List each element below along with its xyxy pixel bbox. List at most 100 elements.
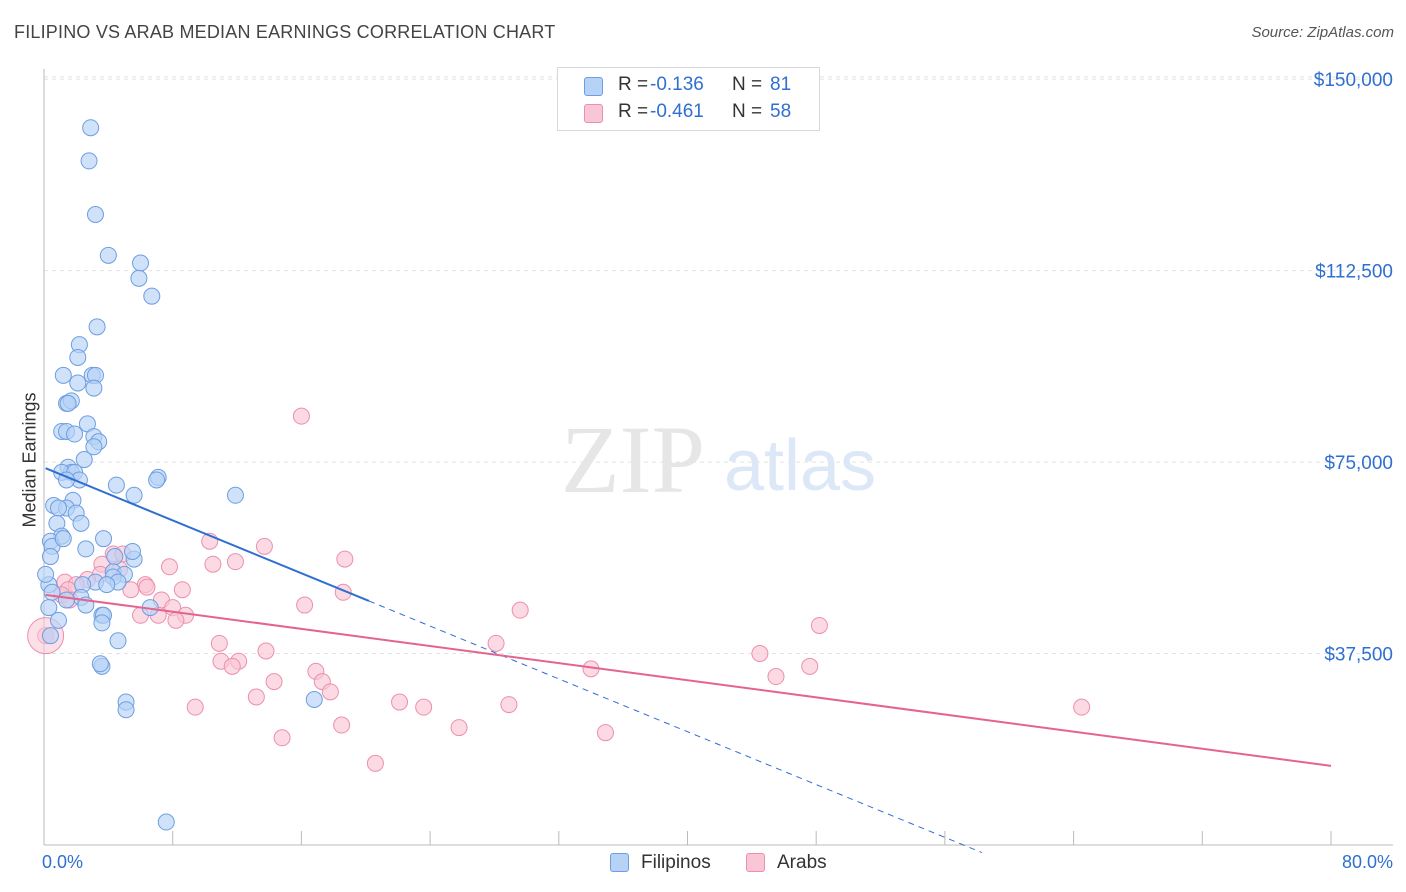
filipinos-point <box>85 379 103 397</box>
filipinos-points <box>37 119 323 831</box>
filipinos-point <box>132 254 150 272</box>
filipinos-point <box>69 374 87 392</box>
arabs-point <box>391 693 409 711</box>
legend-n-value-filipinos: 81 <box>770 74 792 95</box>
trend-lines <box>45 467 1332 854</box>
filipinos-point <box>226 486 244 504</box>
legend-n-label: N = <box>732 101 763 122</box>
filipinos-point <box>37 565 55 583</box>
filipinos-point <box>107 476 125 494</box>
arabs-point <box>487 634 505 652</box>
arabs-point <box>511 601 529 619</box>
bottom-legend-label-filipinos: Filipinos <box>641 852 711 873</box>
arabs-point <box>186 698 204 716</box>
filipinos-point <box>58 591 76 609</box>
chart-title: FILIPINO VS ARAB MEDIAN EARNINGS CORRELA… <box>14 22 556 42</box>
arabs-point <box>333 716 351 734</box>
filipinos-trend-extension <box>368 600 983 854</box>
filipinos-point <box>75 451 93 469</box>
arabs-point <box>226 553 244 571</box>
filipinos-point <box>82 119 100 137</box>
filipinos-point <box>88 318 106 336</box>
filipinos-point <box>106 548 124 566</box>
arabs-trend-line <box>45 593 1332 767</box>
source-label: Source: ZipAtlas.com <box>1251 24 1394 41</box>
arabs-point <box>273 729 291 747</box>
legend-r-label: R = <box>618 74 649 95</box>
arabs-point <box>160 558 178 576</box>
arabs-point <box>223 657 241 675</box>
x-tick-min: 0.0% <box>42 852 84 872</box>
arabs-point <box>257 642 275 660</box>
filipinos-point <box>40 599 58 617</box>
filipinos-point <box>157 813 175 831</box>
axes <box>43 69 1393 846</box>
legend-n-label: N = <box>732 74 763 95</box>
legend-swatch-filipinos <box>584 77 603 96</box>
filipinos-point <box>91 655 109 673</box>
arabs-point <box>296 596 314 614</box>
y-tick-label: $37,500 <box>1324 645 1393 666</box>
filipinos-point <box>98 576 116 594</box>
filipinos-point <box>49 611 67 629</box>
arabs-point <box>210 634 228 652</box>
arabs-point <box>810 616 828 634</box>
bottom-legend-label-arabs: Arabs <box>777 852 827 873</box>
arabs-point <box>247 688 265 706</box>
filipinos-point <box>80 152 98 170</box>
filipinos-point <box>59 394 77 412</box>
filipinos-point <box>41 548 59 566</box>
grid-lines <box>44 76 1393 655</box>
filipinos-point <box>123 542 141 560</box>
legend-r-label: R = <box>618 101 649 122</box>
filipinos-point <box>148 471 166 489</box>
arabs-point <box>292 407 310 425</box>
legend-swatch-arabs <box>584 104 603 123</box>
arabs-point <box>450 719 468 737</box>
filipinos-point <box>130 269 148 287</box>
arabs-point <box>751 645 769 663</box>
bottom-legend-swatch-arabs <box>746 853 765 872</box>
filipinos-point <box>49 499 67 517</box>
watermark-atlas: atlas <box>724 426 876 506</box>
legend-r-value-filipinos: -0.136 <box>650 74 704 95</box>
legend-n-value-arabs: 58 <box>770 101 792 122</box>
filipinos-point <box>143 287 161 305</box>
y-tick-label: $112,500 <box>1315 262 1393 283</box>
arabs-point <box>336 550 354 568</box>
filipinos-point <box>54 530 72 548</box>
arabs-point <box>321 683 339 701</box>
watermark-zip: ZIP <box>561 406 705 513</box>
watermark: ZIP atlas <box>561 406 876 513</box>
arabs-point <box>255 537 273 555</box>
x-tick-max: 80.0% <box>1341 852 1393 872</box>
arabs-points <box>27 407 1091 772</box>
arabs-point <box>767 668 785 686</box>
filipinos-point <box>117 701 135 719</box>
legend-r-value-arabs: -0.461 <box>650 101 704 122</box>
filipinos-point <box>125 486 143 504</box>
filipinos-point <box>69 348 87 366</box>
arabs-point <box>204 555 222 573</box>
filipinos-trend-line <box>45 467 370 602</box>
filipinos-point <box>72 514 90 532</box>
arabs-point <box>801 657 819 675</box>
filipinos-point <box>77 540 95 558</box>
arabs-point <box>415 698 433 716</box>
arabs-point <box>596 724 614 742</box>
correlation-legend: R = -0.136 N = 81 R = -0.461 N = 58 <box>557 67 820 131</box>
filipinos-point <box>93 614 111 632</box>
filipinos-point <box>99 246 117 264</box>
y-tick-label: $150,000 <box>1314 70 1393 91</box>
filipinos-point <box>305 691 323 708</box>
filipinos-point <box>66 425 84 443</box>
arabs-point <box>366 754 384 772</box>
filipinos-point <box>95 530 113 548</box>
arabs-point <box>122 581 140 599</box>
filipinos-point <box>41 627 59 645</box>
filipinos-point <box>85 438 103 456</box>
arabs-point <box>1073 698 1091 716</box>
filipinos-point <box>43 583 61 601</box>
arabs-point <box>167 611 185 629</box>
